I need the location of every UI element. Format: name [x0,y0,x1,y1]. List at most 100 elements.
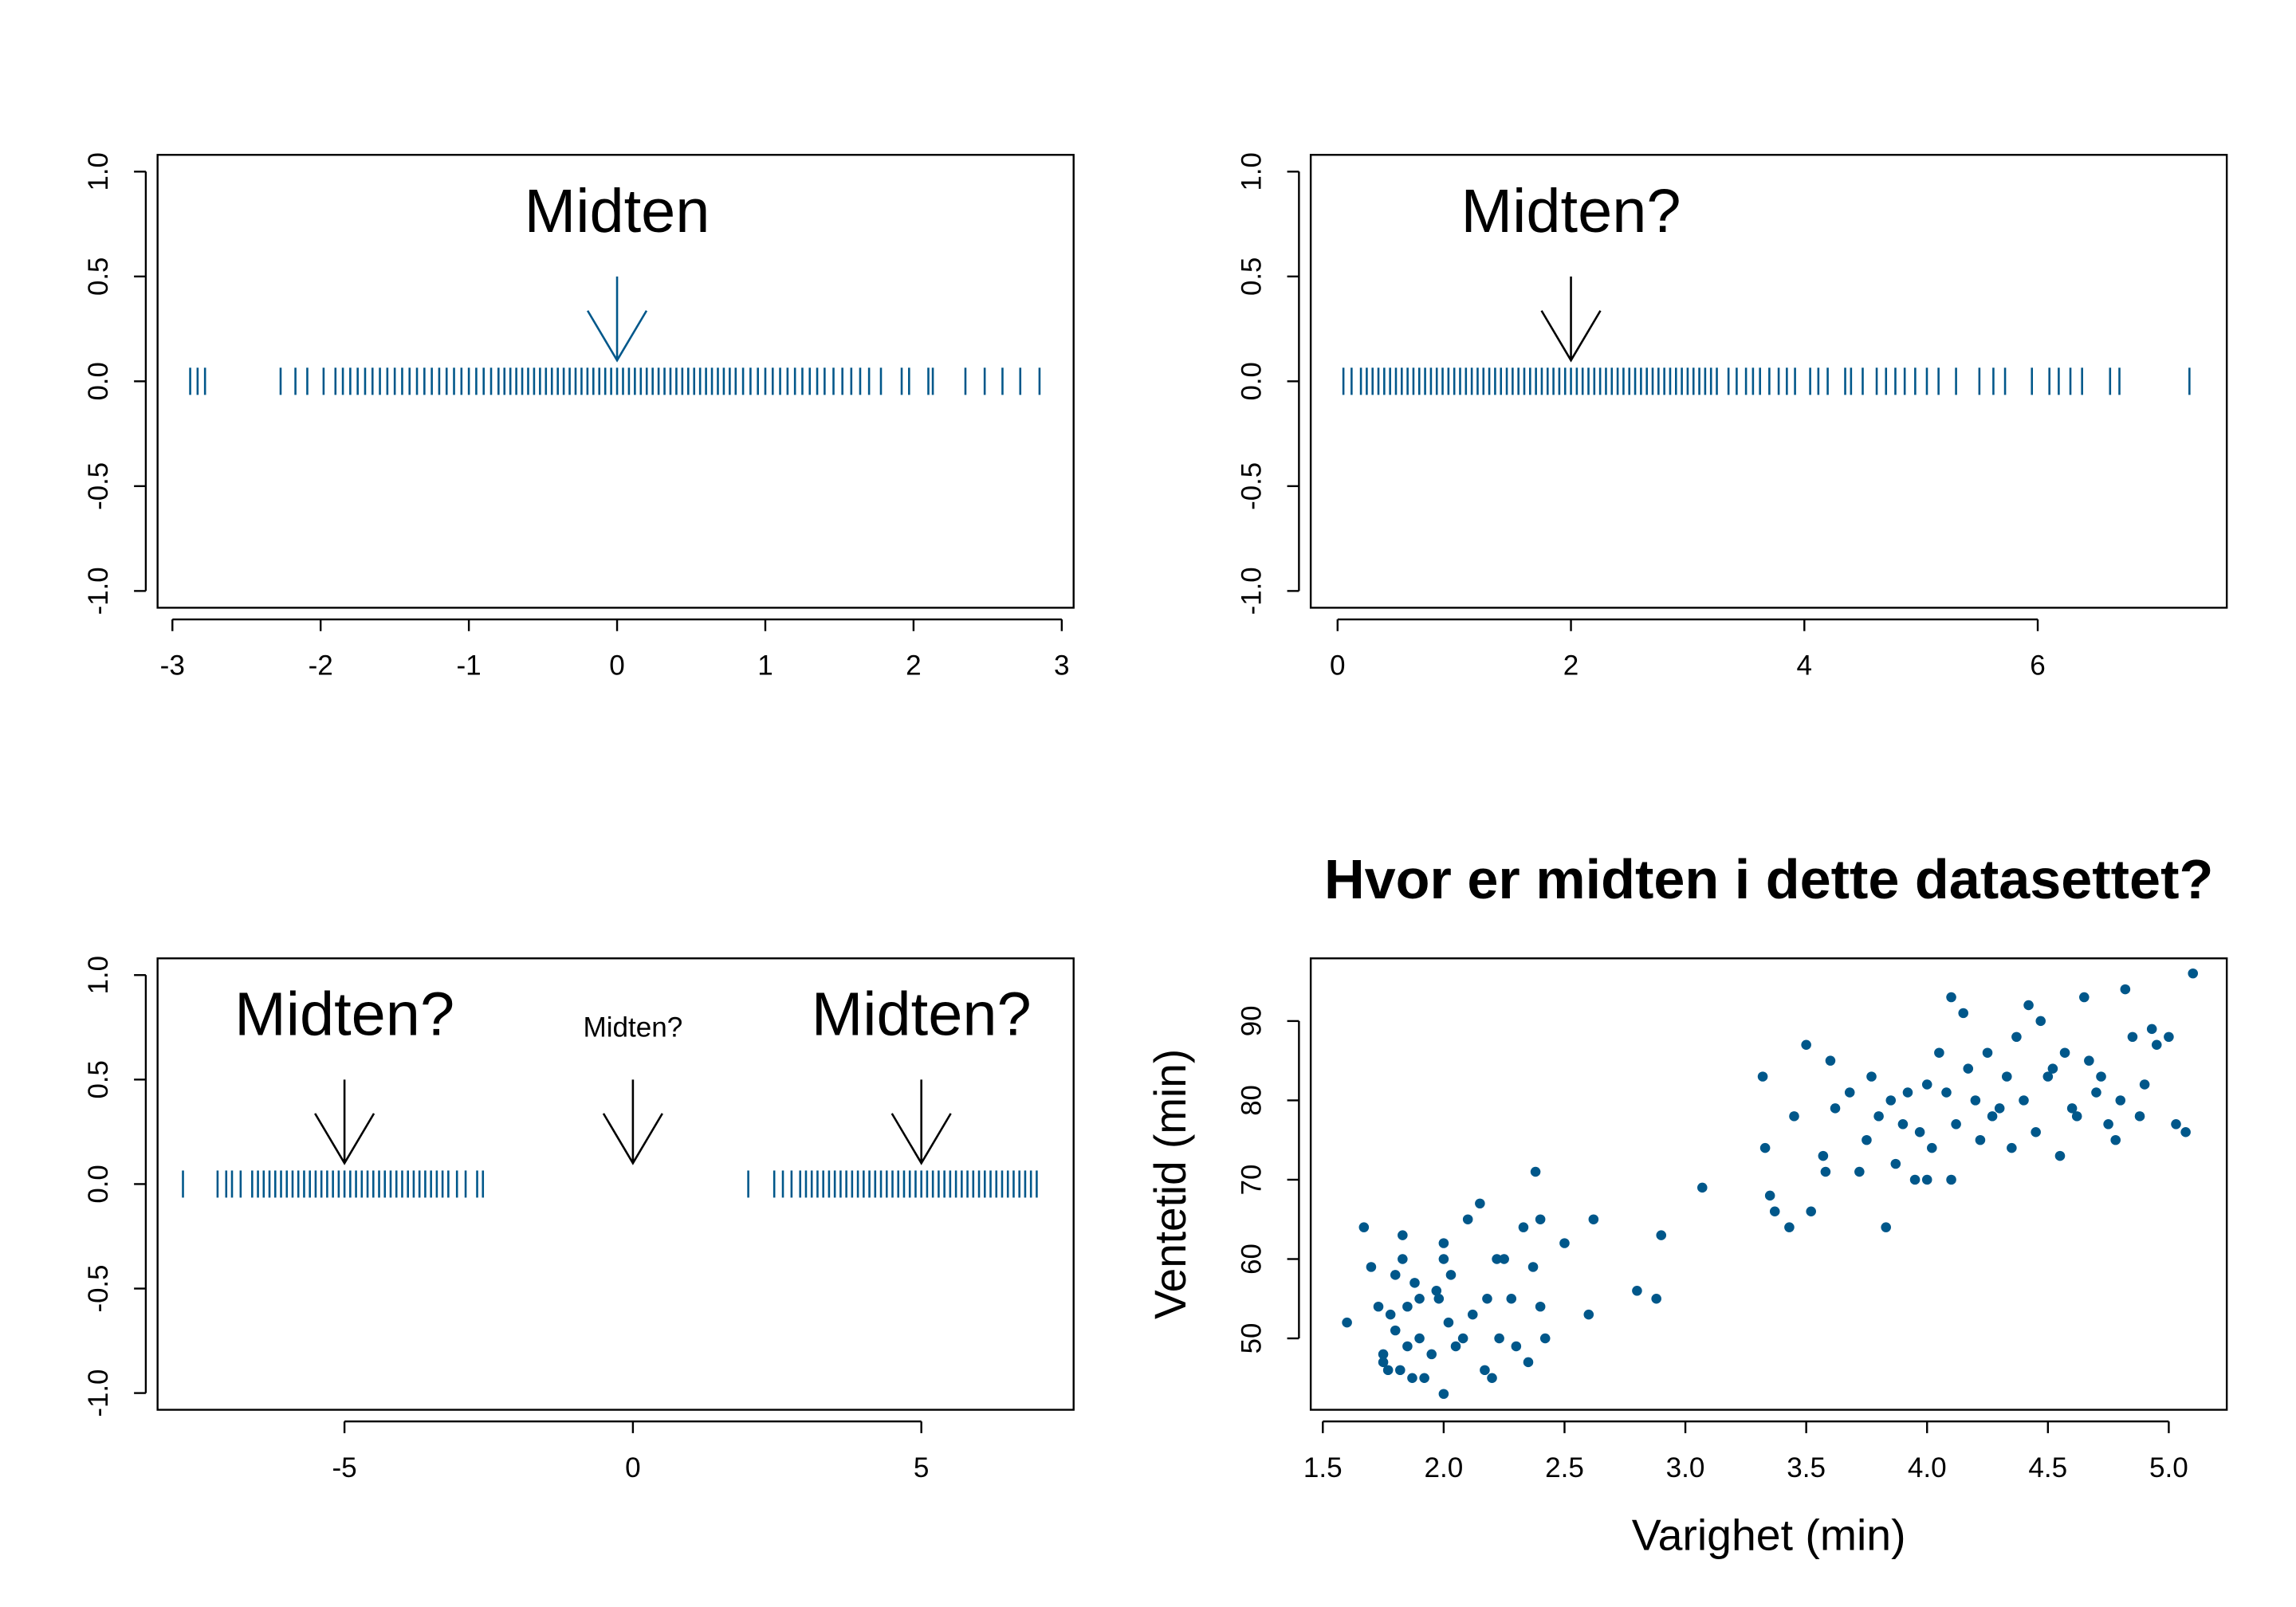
y-tick-label: 0.0 [1236,362,1267,400]
chart-title: Hvor er midten i dette datasettet? [1324,848,2213,910]
x-tick-label: 3 [1054,650,1070,682]
y-tick-label: -0.5 [1236,462,1267,510]
point [1759,1142,1771,1153]
point [1378,1349,1389,1360]
point [2146,1024,2157,1035]
x-tick-label: 0 [609,650,625,682]
point [2120,984,2131,995]
point [1450,1341,1461,1352]
point [1946,1174,1956,1185]
point [1801,1039,1811,1050]
annotation-arrow [1540,276,1602,363]
annotation-arrow [602,1079,663,1165]
point [1946,992,1956,1003]
point [1784,1222,1795,1232]
y-tick-label: 60 [1236,1244,1267,1275]
point [1975,1134,1986,1145]
x-tick-label: 1 [757,650,773,682]
x-tick-label: 3.0 [1666,1452,1705,1483]
point [1820,1166,1831,1177]
point [2066,1103,2078,1114]
annotation: Midten? [583,1012,682,1043]
x-axis-title: Varighet (min) [1632,1511,1906,1560]
point [1830,1103,1841,1114]
x-tick-label: -3 [160,650,185,682]
y-tick-label: -1.0 [83,567,114,615]
point [2054,1150,2066,1161]
point [1382,1365,1394,1376]
point [1385,1309,1396,1320]
point [2115,1095,2126,1106]
point [1897,1119,1909,1130]
point [1511,1341,1522,1352]
point [1426,1349,1437,1360]
point [1934,1047,1944,1058]
point [2042,1071,2054,1082]
point [2002,1071,2012,1082]
point [2031,1127,2041,1137]
annotation-arrow [586,276,648,363]
point [2047,1063,2058,1074]
point [1419,1373,1429,1384]
point [1438,1238,1449,1248]
point [1696,1182,1708,1193]
point [1854,1166,1865,1177]
point [2079,992,2090,1003]
panel: 0 2 4 6 -1.0 -0.5 0.0 0.5 1.0 Midten? [1236,152,2228,682]
point [1890,1158,1901,1169]
point [2171,1119,2181,1130]
point [1492,1254,1502,1264]
point [2023,1000,2034,1011]
point [1583,1309,1594,1320]
x-tick-label: 1.5 [1303,1452,1343,1483]
panel: -3 -2 -1 0 1 2 3 -1.0 -0.5 0.0 0.5 1.0 Midten [83,152,1075,682]
x-tick-label: 0 [625,1452,641,1483]
point [1487,1373,1497,1384]
plot-frame [156,957,1075,1411]
point [1873,1111,1884,1122]
point [1409,1278,1420,1288]
x-tick-label: -2 [309,650,333,682]
point [1398,1230,1408,1240]
point [1764,1190,1775,1201]
point [1921,1174,1932,1185]
point [1921,1079,1932,1090]
point [2134,1111,2145,1122]
x-tick-label: 5 [914,1452,930,1483]
point [2139,1079,2150,1090]
point [1414,1333,1425,1344]
point [1909,1174,1921,1185]
point [1789,1111,1799,1122]
x-tick-label: 2 [1563,650,1579,682]
point [1518,1222,1529,1232]
y-axis-title: Ventetid (min) [1146,1049,1195,1319]
point [1373,1301,1384,1312]
y-tick-label: 90 [1236,1006,1267,1037]
y-tick-label: 1.0 [83,152,114,191]
point [1527,1262,1539,1272]
point [1806,1206,1816,1216]
point [1769,1206,1780,1216]
point [1431,1286,1442,1296]
x-tick-label: 2 [906,650,922,682]
point [1927,1142,1937,1153]
plot-frame [156,154,1075,609]
point [1535,1214,1546,1224]
y-tick-label: -0.5 [83,462,114,510]
point [1902,1087,1913,1098]
point [1987,1111,1998,1122]
panel: 1.5 2.0 2.5 3.0 3.5 4.0 4.5 5.0 50 60 70 80 90 Hvor e… [1146,848,2228,1560]
point [1480,1365,1490,1376]
point [1994,1103,2005,1114]
point [1433,1294,1445,1304]
point [2188,968,2199,979]
point [1523,1357,1534,1368]
point [1462,1214,1473,1224]
point [1862,1134,1872,1145]
point [1390,1270,1401,1280]
x-tick-label: 6 [2030,650,2046,682]
point [1407,1373,1417,1384]
point [1885,1095,1897,1106]
point [1499,1254,1509,1264]
annotation: Midten [525,177,710,246]
